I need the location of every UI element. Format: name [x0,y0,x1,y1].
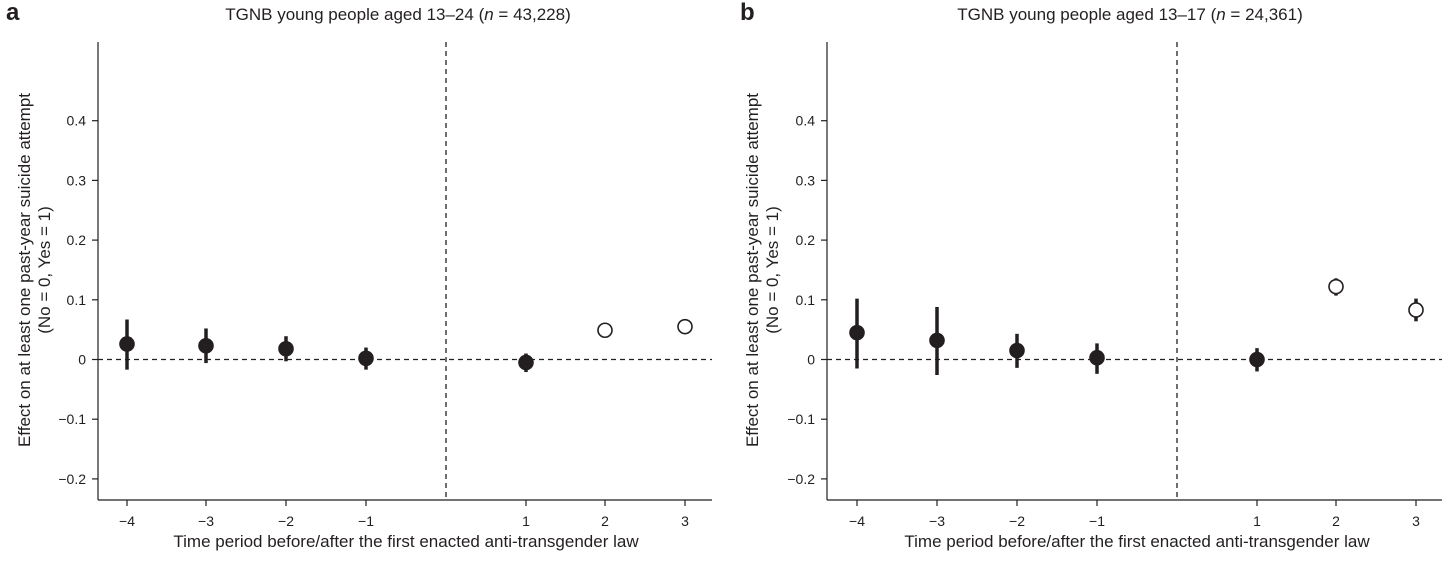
x-tick-label: 1 [522,513,530,529]
y-tick-label: 0.2 [67,232,87,248]
title-part: = 43,228) [494,5,571,24]
x-tick-label: −3 [929,513,945,529]
estimate-point [278,340,294,357]
y-tick-label: −0.1 [787,411,815,427]
y-tick-label: 0 [807,352,815,368]
title-part: TGNB young people aged 13–17 ( [957,5,1216,24]
x-tick-label: 3 [681,513,689,529]
x-axis-label: Time period before/after the first enact… [173,532,639,551]
estimate-point [119,336,135,352]
x-tick-label: 2 [1332,513,1340,529]
x-tick-label: −2 [1009,513,1025,529]
x-tick-label: 3 [1412,513,1420,529]
panel-letter: a [6,0,20,26]
x-tick-label: −4 [119,513,135,529]
chart-title: TGNB young people aged 13–24 (n = 43,228… [225,5,570,24]
title-part: n [484,5,493,24]
y-tick-label: 0.2 [796,232,816,248]
panel-b: b TGNB young people aged 13–17 (n = 24,36… [740,0,1442,551]
estimate-point [1408,302,1424,318]
x-tick-label: −4 [849,513,865,529]
y-tick-label: 0.3 [67,172,87,188]
x-tick-label: −2 [278,513,294,529]
estimate-point [358,350,374,367]
x-tick-label: −3 [198,513,214,529]
y-tick-label: 0.4 [67,113,87,129]
x-tick-label: 1 [1253,513,1261,529]
estimate-point [198,337,214,354]
estimate-point [597,322,613,339]
x-axis-label: Time period before/after the first enact… [904,532,1370,551]
y-axis-label: Effect on at least one past-year suicide… [743,93,762,447]
y-tick-label: 0.3 [796,172,816,188]
title-part: TGNB young people aged 13–24 ( [225,5,484,24]
estimate-point [677,318,693,335]
estimate-point [1089,349,1105,366]
y-tick-label: −0.2 [58,471,86,487]
estimate-point [929,332,945,349]
y-tick-label: 0.1 [67,292,87,308]
y-axis-label: Effect on at least one past-year suicide… [15,93,34,447]
x-tick-label: −1 [1089,513,1105,529]
y-tick-label: 0.4 [796,113,816,129]
title-part: = 24,361) [1226,5,1303,24]
estimate-point [1249,351,1265,368]
x-tick-label: 2 [601,513,609,529]
estimate-point [1328,278,1344,295]
estimate-point [1009,342,1025,359]
y-axis-label: (No = 0, Yes = 1) [35,206,54,334]
y-tick-label: −0.2 [787,471,815,487]
y-tick-label: 0 [78,352,86,368]
panel-a: a TGNB young people aged 13–24 (n = 43,22… [6,0,712,551]
chart-title: TGNB young people aged 13–17 (n = 24,361… [957,5,1302,24]
y-tick-label: −0.1 [58,411,86,427]
title-part: n [1216,5,1225,24]
x-tick-label: −1 [358,513,374,529]
y-tick-label: 0.1 [796,292,816,308]
y-axis-label: (No = 0, Yes = 1) [763,206,782,334]
panel-letter: b [740,0,755,26]
estimate-point [518,354,534,371]
estimate-point [849,324,865,341]
